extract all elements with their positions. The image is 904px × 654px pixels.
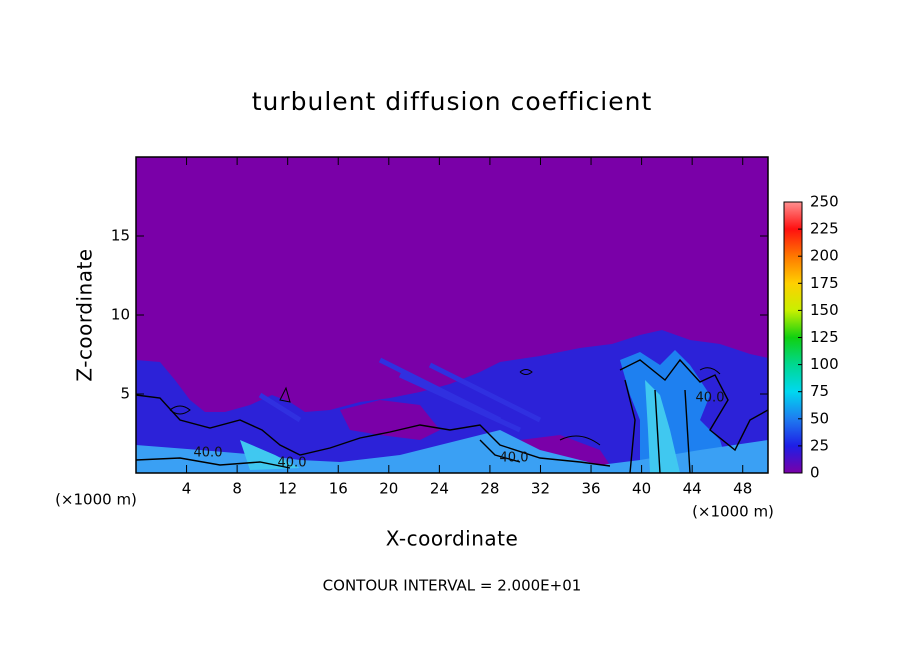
field-streak: [258, 357, 542, 433]
colorbar-tick-label: 200: [810, 247, 839, 265]
colorbar-tick-label: 225: [810, 220, 839, 238]
y-tick-label: 15: [111, 227, 130, 245]
x-tick-label: 32: [531, 480, 550, 498]
colorbar-tick-label: 150: [810, 301, 839, 319]
x-tick-label: 12: [278, 480, 297, 498]
colorbar-tick-label: 75: [810, 382, 829, 400]
x-tick-label: 16: [329, 480, 348, 498]
colorbar-tick-label: 25: [810, 436, 829, 454]
y-tick-label: 5: [120, 385, 130, 403]
contour-label: 40.0: [696, 391, 725, 406]
field-region: [620, 350, 730, 473]
y-tick-label: 10: [111, 306, 130, 324]
x-tick-label: 4: [182, 480, 192, 498]
colorbar-tick-label: 250: [810, 193, 839, 211]
x-unit-label: (×1000 m): [692, 503, 774, 521]
x-axis-label: X-coordinate: [386, 527, 519, 551]
x-tick-label: 28: [480, 480, 499, 498]
x-tick-label: 40: [632, 480, 651, 498]
x-tick-label: 20: [379, 480, 398, 498]
y-axis-label: Z-coordinate: [73, 248, 97, 381]
contour-label: 40.0: [194, 446, 223, 461]
contour-interval-note: CONTOUR INTERVAL = 2.000E+01: [323, 577, 582, 595]
contour-label: 40.0: [278, 456, 307, 471]
x-unit-label: (×1000 m): [55, 491, 137, 509]
contour-label: 40.0: [500, 451, 529, 466]
x-tick-label: 48: [733, 480, 752, 498]
field-region: [240, 380, 680, 473]
x-tick-label: 44: [683, 480, 702, 498]
x-tick-label: 36: [581, 480, 600, 498]
colorbar-tick-label: 100: [810, 355, 839, 373]
field: [136, 157, 768, 473]
field-region: [136, 430, 768, 473]
x-tick-label: 24: [430, 480, 449, 498]
contour-line: [136, 358, 768, 473]
colorbar-tick-label: 50: [810, 409, 829, 427]
contour-line: [169, 367, 721, 446]
chart-title: turbulent diffusion coefficient: [252, 87, 653, 116]
x-tick-label: 8: [232, 480, 242, 498]
field-region: [340, 400, 610, 465]
colorbar-tick-label: 125: [810, 328, 839, 346]
colorbar-tick-label: 0: [810, 464, 820, 482]
colorbar-tick-label: 175: [810, 274, 839, 292]
